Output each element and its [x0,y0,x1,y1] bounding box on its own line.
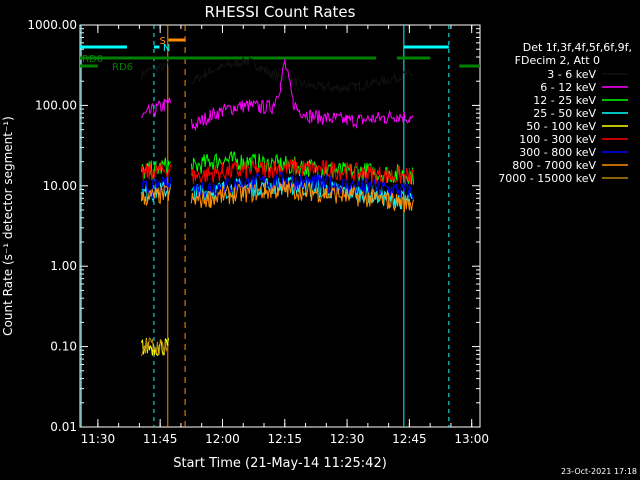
x-axis-label: Start Time (21-May-14 11:25:42) [173,456,387,471]
y-tick-label: 1000.00 [27,18,77,32]
series-line [141,58,414,132]
legend-label: 6 - 12 keV [540,81,596,94]
legend-label: 800 - 7000 keV [512,159,596,172]
legend-label: 3 - 6 keV [547,68,596,81]
x-tick-label: 12:15 [267,432,302,446]
series-line [141,158,414,185]
x-tick-label: 12:30 [330,432,365,446]
legend-label: 7000 - 15000 keV [498,172,596,185]
overlays: SN RD0 RD6 [80,25,480,427]
marker-label-rd6: RD6 [112,62,133,73]
legend-header-line-1: Det 1f,3f,4f,5f,6f,9f, [523,41,632,54]
y-tick-label: 1.00 [50,259,77,273]
legend-label: 300 - 800 keV [519,146,596,159]
marker-label-rd0: RD0 [82,54,103,65]
legend-label: 12 - 25 keV [533,94,596,107]
axis-ticks: 11:30 11:45 12:00 12:15 12:30 12:45 13:00 0.01 0… [27,18,489,446]
y-tick-label: 100.00 [35,98,77,112]
series-line [141,179,414,213]
series-line [141,170,414,201]
plot-frame [79,24,481,428]
marker-label-n: N [163,43,170,54]
footer-date: 23-Oct-2021 17:18 [561,467,637,476]
legend-label: 25 - 50 keV [533,107,596,120]
x-tick-label: 11:30 [81,432,116,446]
y-tick-label: 0.10 [50,340,77,354]
legend-label: 50 - 100 keV [526,120,596,133]
x-tick-label: 13:00 [454,432,489,446]
y-tick-label: 0.01 [50,420,77,434]
x-tick-label: 11:45 [143,432,178,446]
y-tick-label: 10.00 [43,179,77,193]
series-line [141,337,169,357]
y-axis-label: Count Rate (s⁻¹ detector segment⁻¹) [1,116,15,336]
series-layer [141,56,414,357]
legend-header-line-2: FDecim 2, Att 0 [515,54,600,67]
chart-title: RHESSI Count Rates [205,3,356,21]
x-tick-label: 12:45 [392,432,427,446]
legend-label: 100 - 300 keV [519,133,596,146]
marker-label-s: S [159,36,165,47]
series-line [141,56,414,95]
x-tick-label: 12:00 [205,432,240,446]
